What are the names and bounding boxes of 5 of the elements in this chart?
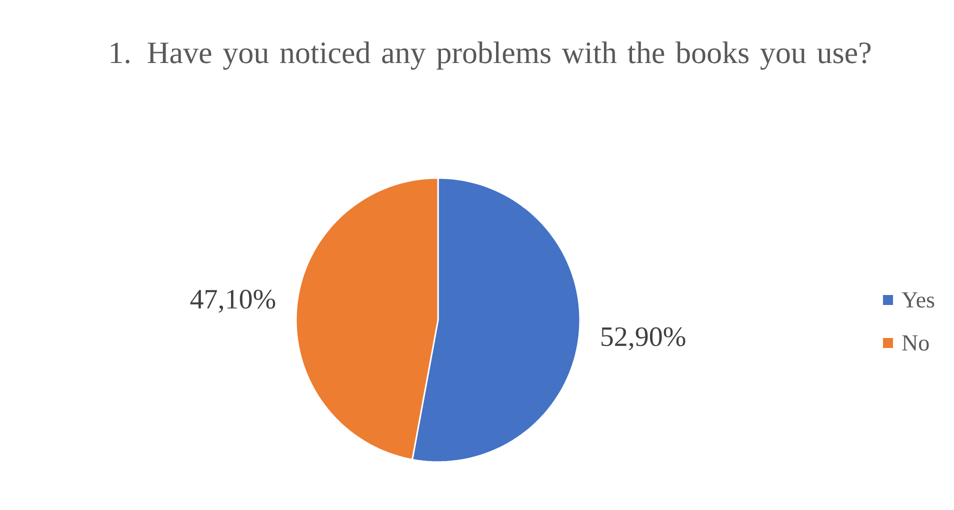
data-label: 47,10% bbox=[190, 290, 276, 313]
legend-label: Yes bbox=[902, 292, 934, 308]
data-label: 52,90% bbox=[602, 327, 686, 350]
legend-label: No bbox=[902, 335, 929, 351]
chart-title: 1. Have you noticed any problems with the books you use? bbox=[110, 42, 871, 70]
